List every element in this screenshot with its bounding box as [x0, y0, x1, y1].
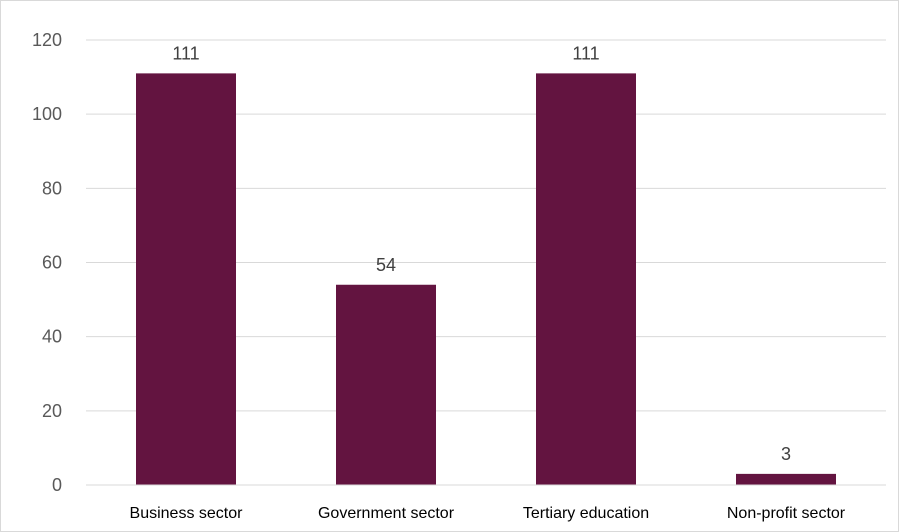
- x-axis-category-labels: Business sector Government sector Tertiary…: [130, 505, 846, 522]
- data-label: 111: [572, 43, 599, 63]
- y-tick-label: 0: [52, 475, 62, 495]
- bar: [536, 73, 636, 485]
- x-category-label: Non-profit sector: [727, 505, 846, 522]
- y-tick-label: 80: [42, 178, 62, 198]
- x-category-label: Tertiary education: [523, 505, 649, 522]
- y-axis-tick-labels: 0 20 40 60 80 100 120: [32, 30, 62, 495]
- bar: [736, 473, 836, 485]
- x-category-label: Government sector: [318, 505, 455, 522]
- bars: [136, 73, 836, 485]
- bar: [136, 73, 236, 485]
- data-label: 3: [781, 444, 791, 464]
- y-tick-label: 100: [32, 104, 62, 124]
- data-label: 111: [172, 43, 199, 63]
- data-label: 54: [376, 255, 396, 275]
- y-tick-label: 120: [32, 30, 62, 50]
- y-tick-label: 20: [42, 401, 62, 421]
- x-category-label: Business sector: [130, 505, 244, 522]
- data-labels: 111 54 111 3: [172, 43, 791, 464]
- bar: [336, 284, 436, 485]
- y-tick-label: 60: [42, 253, 62, 273]
- y-tick-label: 40: [42, 327, 62, 347]
